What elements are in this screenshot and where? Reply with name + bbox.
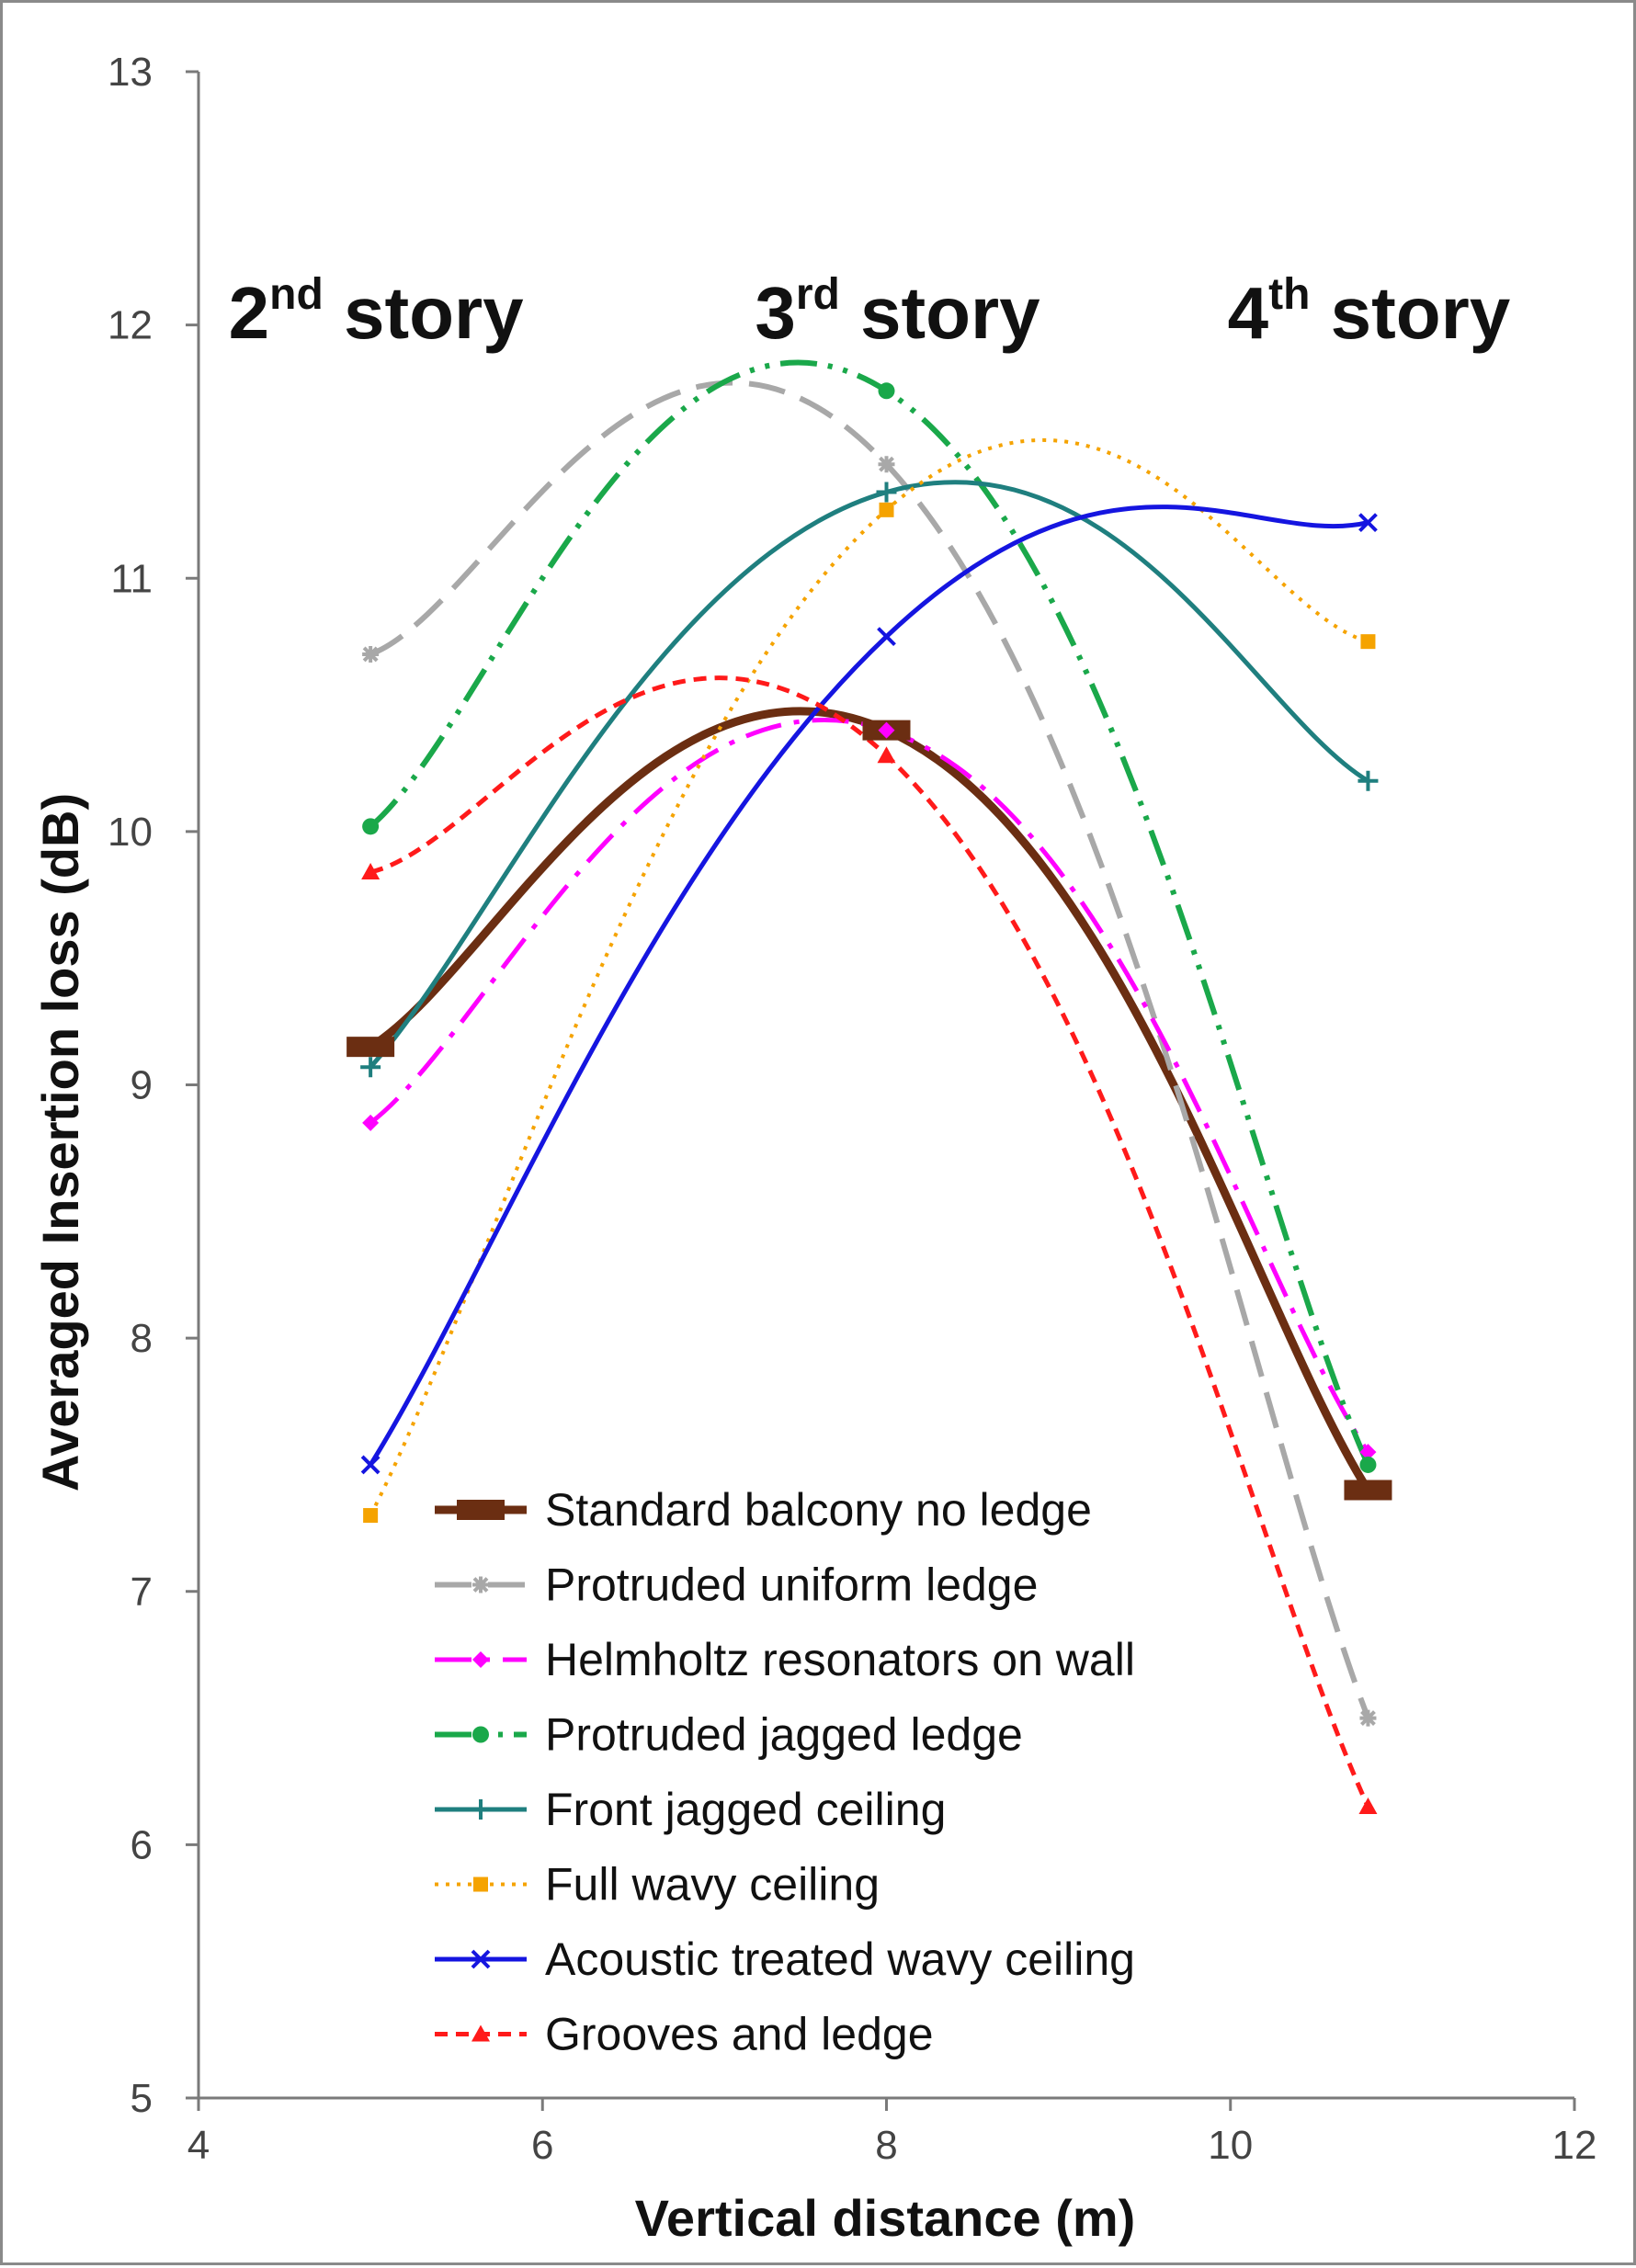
data-point xyxy=(362,1114,380,1131)
legend-label: Protruded jagged ledge xyxy=(545,1709,1023,1761)
legend-label: Front jagged ceiling xyxy=(545,1784,946,1835)
series-line-2 xyxy=(369,380,1371,1719)
series-line-7 xyxy=(369,505,1369,1467)
series-line-4 xyxy=(369,359,1371,1467)
x-tick-label: 12 xyxy=(1552,2123,1597,2168)
chart-svg: 5 6 7 8 9 10 11 12 13 4 6 8 10 12 2nd story 3rd story 4… xyxy=(31,50,1596,2247)
series-line-3 xyxy=(369,718,1370,1454)
legend-marker xyxy=(457,1500,505,1520)
series-markers xyxy=(347,382,1392,1815)
data-point xyxy=(362,645,380,663)
legend-marker xyxy=(471,1799,491,1820)
data-point xyxy=(1358,513,1378,533)
data-point xyxy=(361,862,381,879)
data-point xyxy=(878,456,895,473)
y-tick-label: 7 xyxy=(131,1570,153,1615)
story-label: 2nd story xyxy=(229,270,525,354)
legend-marker xyxy=(472,1651,489,1668)
data-point xyxy=(363,1508,379,1524)
data-point xyxy=(877,627,896,647)
data-point xyxy=(1360,634,1376,650)
legend-marker xyxy=(473,1877,488,1892)
legend-label: Grooves and ledge xyxy=(545,2009,934,2060)
y-tick-label: 13 xyxy=(108,50,153,95)
data-point xyxy=(877,746,896,764)
story-label: 4th story xyxy=(1228,270,1511,354)
y-tick-label: 11 xyxy=(110,556,153,601)
data-point xyxy=(878,721,895,739)
y-tick-label: 8 xyxy=(131,1316,153,1361)
y-tick-label: 12 xyxy=(108,303,153,348)
axes xyxy=(186,70,1576,2111)
x-tick-label: 8 xyxy=(875,2123,897,2168)
story-annotations: 2nd story 3rd story 4th story xyxy=(229,270,1511,354)
data-point xyxy=(360,1057,381,1078)
data-point xyxy=(1359,1444,1377,1461)
series-line-6 xyxy=(369,437,1369,1516)
legend-marker xyxy=(471,1949,491,1969)
legend-label: Helmholtz resonators on wall xyxy=(545,1634,1135,1685)
tick-labels: 5 6 7 8 9 10 11 12 13 4 6 8 10 12 xyxy=(108,50,1596,2168)
legend-label: Full wavy ceiling xyxy=(545,1859,880,1911)
x-tick-label: 4 xyxy=(187,2123,210,2168)
legend: Standard balcony no ledge Protruded unifo… xyxy=(435,1484,1135,2060)
legend-marker xyxy=(472,1576,489,1593)
legend-label: Acoustic treated wavy ceiling xyxy=(545,1933,1135,1985)
y-axis-title: Averaged Insertion loss (dB) xyxy=(31,793,89,1491)
legend-marker xyxy=(472,1726,489,1743)
x-axis-title: Vertical distance (m) xyxy=(635,2189,1136,2247)
data-point xyxy=(1359,1456,1377,1473)
series-line-8 xyxy=(369,675,1370,1809)
data-point xyxy=(362,818,380,835)
data-point xyxy=(1344,1480,1392,1501)
data-point xyxy=(879,502,894,517)
data-point xyxy=(360,1455,381,1475)
x-tick-label: 10 xyxy=(1208,2123,1253,2168)
y-tick-label: 10 xyxy=(108,810,153,855)
data-point xyxy=(876,482,897,503)
data-point xyxy=(1359,1709,1377,1727)
legend-marker xyxy=(471,2024,490,2042)
legend-label: Protruded uniform ledge xyxy=(545,1559,1038,1611)
y-tick-label: 6 xyxy=(131,1822,153,1867)
story-label: 3rd story xyxy=(755,270,1040,354)
legend-label: Standard balcony no ledge xyxy=(545,1484,1092,1536)
data-point xyxy=(1358,770,1379,791)
series-line-5 xyxy=(369,480,1369,1069)
x-tick-label: 6 xyxy=(531,2123,553,2168)
data-point xyxy=(347,1037,395,1058)
y-tick-label: 5 xyxy=(131,2076,153,2121)
data-point xyxy=(878,382,895,400)
series-line-1 xyxy=(368,707,1372,1492)
y-tick-label: 9 xyxy=(131,1063,153,1108)
data-point xyxy=(1358,1797,1378,1815)
